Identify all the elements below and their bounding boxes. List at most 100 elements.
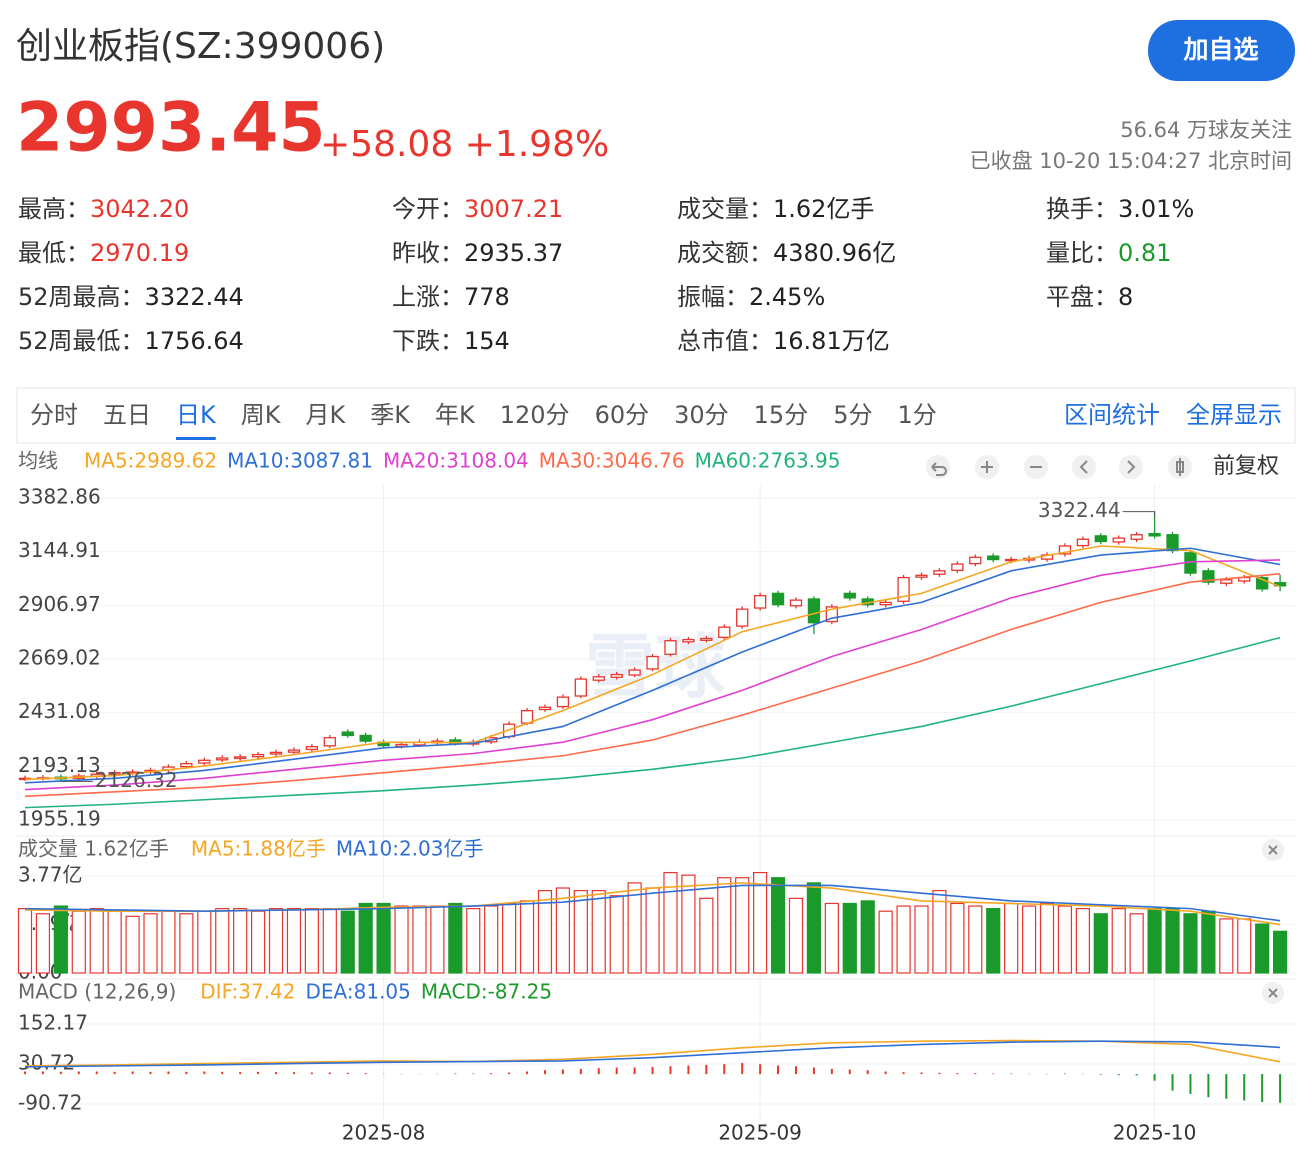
tab-action[interactable]: 全屏显示 — [1186, 401, 1282, 429]
y-tick-label: 2906.97 — [18, 592, 101, 616]
candle-body — [1112, 537, 1125, 543]
tab-action[interactable]: 区间统计 — [1064, 401, 1160, 429]
volume-bar — [519, 900, 535, 974]
tab[interactable]: 15分 — [754, 401, 809, 429]
volume-bar — [89, 908, 104, 974]
tab[interactable]: 分时 — [30, 401, 78, 429]
stat-label: 平盘： — [1046, 283, 1118, 311]
volume-bar — [35, 913, 51, 974]
right-icon[interactable] — [1119, 455, 1143, 479]
volume-bar — [71, 910, 86, 974]
candle-body — [969, 556, 982, 565]
volume-bar — [770, 877, 786, 974]
stat-label: 成交额： — [677, 239, 773, 267]
candle-glyph — [1176, 458, 1184, 476]
volume-bar — [788, 897, 804, 974]
volume-bar — [860, 900, 875, 974]
stat: 平盘：8 — [1046, 283, 1133, 311]
candle-body — [718, 626, 731, 639]
volume-bar — [125, 915, 140, 974]
candle-body — [1130, 534, 1143, 540]
stat: 今开：3007.21 — [392, 195, 563, 223]
volume-bar — [663, 871, 678, 974]
volume-bar — [304, 908, 319, 974]
tab[interactable]: 1分 — [897, 401, 936, 429]
volume-bar — [645, 887, 660, 974]
x-tick-label: 2025-08 — [342, 1121, 426, 1145]
tab[interactable]: 120分 — [500, 401, 570, 429]
y-tick-label: 1955.19 — [18, 807, 101, 831]
volume-bar — [824, 902, 839, 974]
tab-underline — [176, 437, 216, 440]
candle-body — [520, 710, 534, 724]
candle-body — [879, 601, 892, 606]
legend-entry: MA20:3108.04 — [383, 449, 529, 473]
ma-line — [24, 547, 1281, 784]
volume-bar — [1039, 902, 1055, 974]
candle-body — [1148, 532, 1161, 537]
candle-body — [628, 669, 641, 676]
candle-body — [771, 592, 785, 606]
stat: 量比：0.81 — [1046, 239, 1171, 267]
volume-bar — [914, 905, 929, 974]
volume-bar — [1075, 908, 1090, 974]
adjust-label[interactable]: 前复权 — [1213, 454, 1279, 479]
follow-button-label[interactable]: 加自选 — [1182, 35, 1258, 64]
stat-value: 2.45% — [749, 283, 825, 311]
volume-bar — [53, 905, 68, 974]
tab[interactable]: 30分 — [674, 401, 729, 429]
volume-bar — [968, 905, 983, 974]
stat-label: 换手： — [1046, 195, 1118, 223]
volume-bar — [842, 902, 857, 974]
stat-value: 2935.37 — [464, 239, 563, 267]
legend-title: MACD (12,26,9) — [18, 980, 176, 1004]
tab[interactable]: 60分 — [595, 401, 650, 429]
y-tick-label: 3382.86 — [18, 485, 101, 509]
candle-body — [700, 637, 713, 641]
candle-body — [736, 608, 749, 627]
tab[interactable]: 月K — [306, 401, 347, 429]
candle-body — [753, 594, 767, 609]
tab[interactable]: 5分 — [833, 401, 872, 429]
stat-value: 0.81 — [1118, 239, 1171, 267]
volume-bar — [681, 874, 696, 974]
candle-body — [287, 749, 301, 753]
tab[interactable]: 日K — [176, 401, 217, 429]
left-icon[interactable] — [1072, 455, 1096, 479]
volume-bar — [1093, 913, 1108, 974]
y-tick-label: 2669.02 — [18, 646, 101, 670]
candle-body — [108, 772, 121, 775]
candle-body — [664, 640, 677, 655]
volume-bar — [358, 902, 373, 974]
stat-value: 3.01% — [1118, 195, 1194, 223]
tab[interactable]: 季K — [370, 401, 411, 429]
candle-body — [987, 555, 1000, 561]
volume-bar — [268, 908, 284, 974]
x-tick-label: 2025-09 — [718, 1121, 802, 1145]
undo-glyph — [931, 462, 947, 476]
tab[interactable]: 五日 — [103, 401, 151, 429]
candle-body — [359, 734, 372, 742]
candle-body — [1166, 534, 1179, 552]
candle-body — [341, 731, 354, 737]
stat-label: 振幅： — [677, 283, 749, 311]
stat-label: 上涨： — [392, 283, 464, 311]
ma-line — [24, 545, 1281, 781]
volume-bar — [1147, 908, 1162, 974]
volume-bar — [609, 895, 624, 974]
x-tick-label: 2025-10 — [1113, 1121, 1197, 1145]
legend-title: 均线 — [18, 449, 58, 473]
ma-line — [24, 559, 1281, 791]
candle-body — [1220, 579, 1233, 584]
tab[interactable]: 周K — [241, 401, 282, 429]
tab[interactable]: 年K — [435, 401, 476, 429]
volume-bar — [717, 877, 732, 974]
candle-body — [323, 737, 336, 747]
stat: 成交量：1.62亿手 — [677, 195, 874, 223]
follow-button[interactable] — [1148, 20, 1295, 81]
stat: 成交额：4380.96亿 — [677, 239, 896, 267]
volume-bar — [250, 910, 266, 974]
stat-label: 今开： — [392, 195, 464, 223]
stat-label: 最低： — [18, 239, 90, 267]
